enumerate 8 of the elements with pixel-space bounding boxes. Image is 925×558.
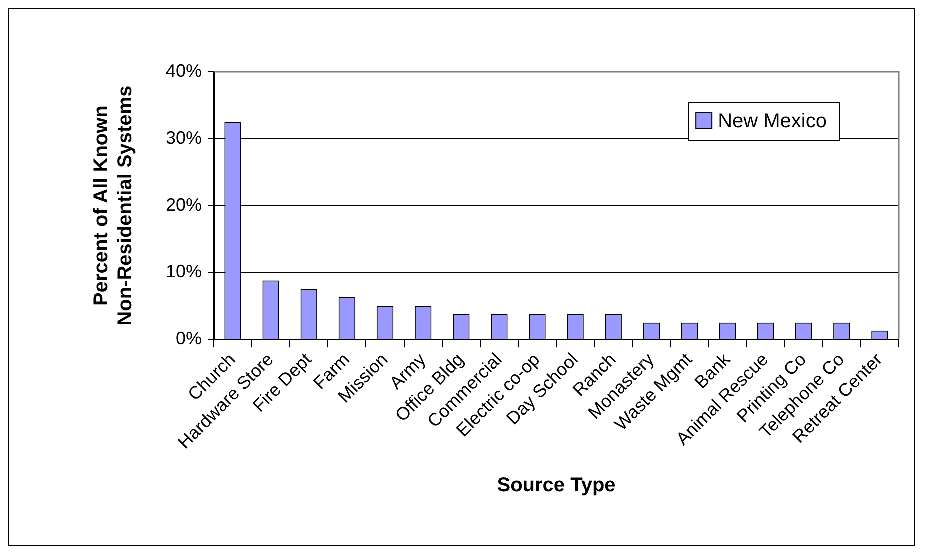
y-axis-title: Percent of All Known Non-Residential Systems — [90, 86, 137, 326]
y-tick-label: 20% — [166, 194, 202, 215]
x-axis-title: Source Type — [497, 474, 616, 497]
y-tick-label: 40% — [166, 60, 202, 81]
y-tick-label: 10% — [166, 262, 202, 282]
y-tick-label: 30% — [166, 128, 202, 148]
y-tick-label: 0% — [176, 328, 202, 349]
legend-label: New Mexico — [718, 110, 828, 133]
